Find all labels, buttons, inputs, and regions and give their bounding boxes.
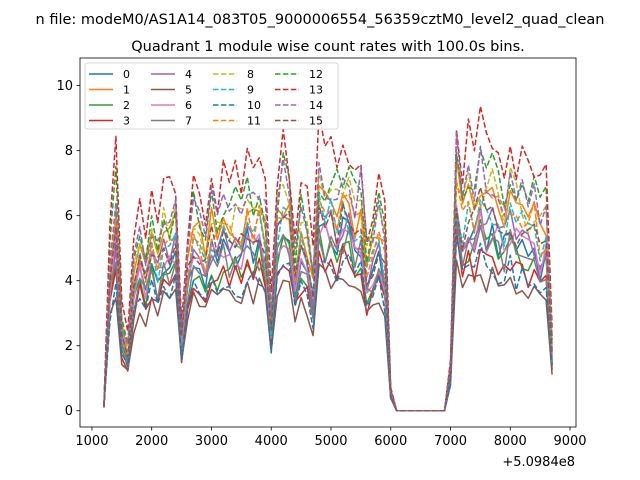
figure-suptitle: n file: modeM0/AS1A14_083T05_9000006554_… xyxy=(36,12,605,28)
x-tick-label: 4000 xyxy=(255,434,288,449)
series-line-10 xyxy=(103,235,553,412)
y-tick-label: 6 xyxy=(65,209,73,224)
x-tick-label: 6000 xyxy=(374,434,407,449)
y-tick-label: 10 xyxy=(56,79,73,94)
x-tick-label: 3000 xyxy=(195,434,228,449)
chart-title: Quadrant 1 module wise count rates with … xyxy=(131,39,525,55)
legend-box xyxy=(84,62,339,130)
legend-label-0: 0 xyxy=(123,68,130,81)
x-tick-label: 8000 xyxy=(494,434,527,449)
x-tick-label: 7000 xyxy=(434,434,467,449)
legend-label-3: 3 xyxy=(123,115,130,128)
y-tick-label: 2 xyxy=(65,339,73,354)
y-tick-label: 0 xyxy=(65,404,73,419)
series-layer xyxy=(103,105,553,412)
x-tick-label: 9000 xyxy=(553,434,586,449)
x-offset-label: +5.0984e8 xyxy=(502,455,575,470)
series-line-15 xyxy=(103,186,553,412)
axes-layer: 1000 2000 3000 4000 5000 6000 7000 8000 9000 0 2 4 6… xyxy=(56,57,587,449)
legend-label-2: 2 xyxy=(123,99,130,112)
x-tick-label: 5000 xyxy=(314,434,347,449)
x-tick-label: 2000 xyxy=(135,434,168,449)
legend-label-14: 14 xyxy=(309,99,323,112)
legend-label-11: 11 xyxy=(247,115,261,128)
series-line-13 xyxy=(103,105,553,412)
y-tick-label: 4 xyxy=(65,274,73,289)
y-tick-label: 8 xyxy=(65,144,73,159)
legend-label-12: 12 xyxy=(309,68,323,81)
legend-label-5: 5 xyxy=(185,84,192,97)
legend-label-4: 4 xyxy=(185,68,192,81)
legend-label-6: 6 xyxy=(185,99,192,112)
series-line-14 xyxy=(103,131,553,412)
legend-label-15: 15 xyxy=(309,115,323,128)
legend-label-7: 7 xyxy=(185,115,192,128)
axes-frame xyxy=(79,57,577,428)
x-tick-label: 1000 xyxy=(75,434,108,449)
legend-label-13: 13 xyxy=(309,84,323,97)
legend-label-10: 10 xyxy=(247,99,261,112)
legend-label-1: 1 xyxy=(123,84,130,97)
legend-label-8: 8 xyxy=(247,68,254,81)
legend-label-9: 9 xyxy=(247,84,254,97)
series-line-4 xyxy=(103,207,553,412)
